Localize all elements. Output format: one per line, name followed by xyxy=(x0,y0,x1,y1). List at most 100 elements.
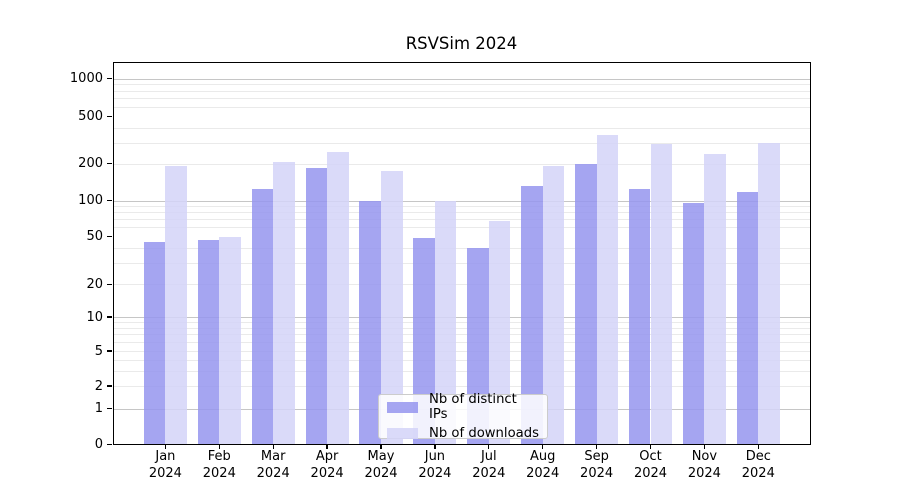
gridline-minor xyxy=(114,342,810,344)
bar-downloads xyxy=(219,236,241,444)
x-tick-month: Sep xyxy=(584,449,609,464)
bar-downloads xyxy=(381,170,403,444)
y-tick-label: 1 xyxy=(94,401,103,416)
legend: Nb of distinct IPs Nb of downloads xyxy=(378,392,548,441)
x-tick-mark xyxy=(380,444,382,449)
x-tick-mark xyxy=(326,444,328,449)
x-tick-year: 2024 xyxy=(148,465,182,481)
y-tick-mark xyxy=(107,199,112,202)
y-tick-label: 500 xyxy=(78,109,103,124)
gridline-minor xyxy=(114,212,810,214)
plot-area xyxy=(113,62,811,445)
bar-distinct-ips xyxy=(521,186,543,444)
x-tick-month: Jan xyxy=(155,449,176,464)
x-tick-year: 2024 xyxy=(364,465,398,481)
bar-distinct-ips xyxy=(736,191,759,444)
gridline-minor xyxy=(114,284,810,286)
x-tick-mark xyxy=(649,444,652,449)
gridline-minor xyxy=(114,248,810,250)
x-tick-year: 2024 xyxy=(310,465,344,481)
y-tick-mark xyxy=(107,316,112,318)
gridline-minor xyxy=(114,359,810,361)
bar-downloads xyxy=(327,152,349,444)
bar-distinct-ips xyxy=(682,203,705,444)
x-tick-label-feb: Feb 2024 xyxy=(184,449,254,482)
x-tick-month: Jun xyxy=(424,449,446,464)
x-tick-year: 2024 xyxy=(472,465,506,481)
gridline-minor xyxy=(114,334,810,336)
gridline-minor xyxy=(114,127,810,129)
gridline-minor xyxy=(114,98,810,100)
x-tick-label-jun: Jun 2024 xyxy=(400,449,470,482)
x-tick-label-jan: Jan 2024 xyxy=(130,449,200,482)
plot-inner xyxy=(114,63,810,444)
y-tick-mark xyxy=(107,236,112,238)
bar-downloads xyxy=(650,143,673,444)
x-tick-label-mar: Mar 2024 xyxy=(238,449,308,482)
x-tick-month: Feb xyxy=(207,449,231,464)
legend-label: Nb of downloads xyxy=(429,426,539,441)
gridline-minor xyxy=(114,227,810,229)
y-tick-label: 1000 xyxy=(69,71,103,86)
x-tick-year: 2024 xyxy=(687,465,721,481)
x-tick-year: 2024 xyxy=(202,465,236,481)
x-tick-label-oct: Oct 2024 xyxy=(616,449,686,482)
gridline-minor xyxy=(114,163,810,165)
x-tick-mark xyxy=(757,444,759,449)
legend-swatch xyxy=(387,428,418,439)
gridline-major xyxy=(114,200,810,202)
x-tick-mark xyxy=(434,444,436,449)
x-tick-month: Jul xyxy=(480,449,497,464)
x-tick-label-jul: Jul 2024 xyxy=(454,449,524,482)
y-tick-label: 20 xyxy=(86,276,103,292)
x-tick-mark xyxy=(488,444,490,449)
x-tick-mark xyxy=(272,444,274,449)
gridline-minor xyxy=(114,370,810,372)
x-tick-month: Apr xyxy=(315,449,339,464)
x-tick-year: 2024 xyxy=(633,465,668,481)
gridline-minor xyxy=(114,386,810,387)
x-tick-month: Mar xyxy=(260,449,286,464)
bar-downloads xyxy=(596,134,619,444)
gridline-minor xyxy=(114,90,810,92)
bar-distinct-ips xyxy=(143,242,166,444)
gridline-minor xyxy=(114,263,810,265)
gridline-minor xyxy=(114,219,810,221)
x-tick-label-nov: Nov 2024 xyxy=(669,449,739,482)
gridline-minor xyxy=(114,106,810,108)
y-tick-mark xyxy=(107,407,112,410)
x-tick-label-may: May 2024 xyxy=(346,449,416,482)
x-tick-mark xyxy=(542,444,544,449)
bar-distinct-ips xyxy=(251,188,274,444)
x-tick-month: Oct xyxy=(639,449,662,464)
y-tick-mark xyxy=(107,350,112,352)
x-tick-month: Dec xyxy=(745,449,771,464)
x-tick-month: Nov xyxy=(691,449,718,464)
x-tick-label-apr: Apr 2024 xyxy=(292,449,362,482)
y-tick-label: 100 xyxy=(78,193,103,208)
x-tick-label-dec: Dec 2024 xyxy=(723,449,793,482)
x-tick-label-aug: Aug 2024 xyxy=(508,449,578,482)
gridline-minor xyxy=(114,142,810,144)
bar-distinct-ips xyxy=(197,239,220,444)
bar-downloads xyxy=(704,154,726,444)
y-tick-mark xyxy=(107,162,112,165)
gridline-minor xyxy=(114,84,810,86)
x-tick-mark xyxy=(595,444,598,449)
bar-distinct-ips xyxy=(305,167,328,444)
legend-item: Nb of downloads xyxy=(387,426,539,441)
x-tick-label-sep: Sep 2024 xyxy=(562,449,632,482)
x-tick-year: 2024 xyxy=(256,465,290,481)
bar-downloads xyxy=(758,142,780,444)
y-tick-mark xyxy=(107,385,112,387)
x-tick-mark xyxy=(218,444,220,449)
x-tick-year: 2024 xyxy=(580,465,614,481)
bar-downloads xyxy=(542,166,565,444)
bar-distinct-ips xyxy=(413,237,435,444)
legend-item: Nb of distinct IPs xyxy=(387,392,539,422)
y-tick-label: 200 xyxy=(78,156,103,171)
y-tick-label: 50 xyxy=(86,229,103,245)
gridline-minor xyxy=(114,327,810,329)
x-tick-month: May xyxy=(367,449,395,464)
